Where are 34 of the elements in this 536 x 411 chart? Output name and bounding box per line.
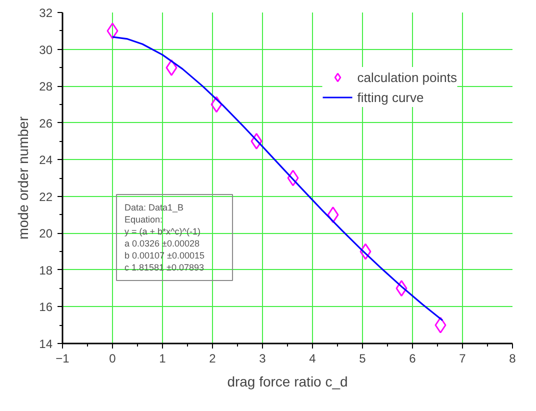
y-tick-label: 26 — [39, 116, 53, 130]
y-tick-label: 30 — [39, 42, 53, 57]
legend-label: fitting curve — [357, 90, 424, 104]
point — [327, 206, 339, 224]
legend-label: calculation points — [357, 70, 457, 84]
x-tick-label: 2 — [209, 352, 216, 366]
x-tick-label: 3 — [259, 352, 266, 366]
y-tick-label: 24 — [39, 153, 53, 168]
point — [396, 280, 408, 297]
x-tick-label: 1 — [159, 352, 166, 366]
y-tick-label: 28 — [39, 80, 53, 94]
y-axis-title: mode order number — [15, 116, 32, 240]
point — [287, 170, 299, 186]
x-tick-label: 5 — [359, 352, 366, 366]
x-tick-label: −1 — [56, 352, 70, 366]
point — [166, 59, 178, 76]
y-tick-label: 32 — [39, 6, 53, 20]
x-tick-label: 4 — [309, 352, 316, 366]
x-tick-label: 6 — [409, 352, 416, 366]
y-tick-label: 14 — [39, 337, 53, 351]
point — [106, 22, 118, 40]
point — [360, 243, 372, 260]
annotation: Equation: — [124, 214, 163, 225]
x-tick-label: 8 — [509, 352, 516, 366]
point — [250, 132, 262, 150]
y-tick-label: 16 — [39, 300, 53, 314]
y-tick-label: 22 — [39, 190, 53, 204]
x-axis-title: drag force ratio c_d — [227, 374, 348, 390]
x-tick-label: 7 — [459, 352, 466, 366]
point — [210, 96, 222, 113]
x-tick-label: 0 — [109, 352, 116, 366]
point — [434, 316, 446, 334]
y-tick-label: 18 — [39, 263, 53, 278]
y-tick-label: 20 — [39, 226, 53, 241]
